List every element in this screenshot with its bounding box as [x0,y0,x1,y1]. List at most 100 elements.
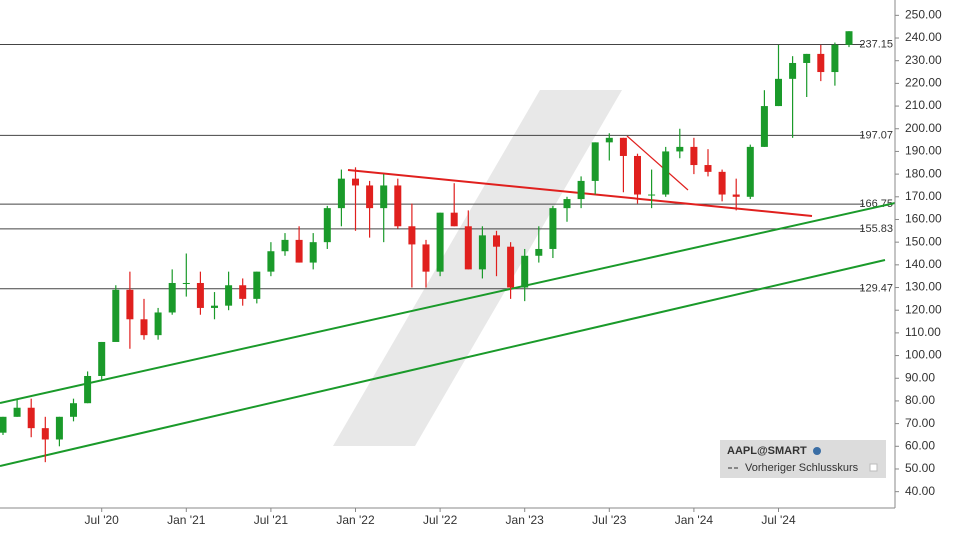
x-tick-label: Jan '22 [336,513,375,527]
candle-body [803,53,811,63]
y-tick-label: 250.00 [905,8,942,22]
candle-body [775,78,782,107]
level-label: 166.75 [859,198,893,210]
candle-body [126,289,134,320]
legend [720,440,886,478]
candle-body [507,246,515,288]
candle-body [27,407,35,429]
candle-body [521,255,529,288]
candle-body [563,199,571,209]
candle-body [154,312,162,336]
candle-body [535,248,543,256]
trendline [626,135,689,191]
candle-body [591,142,599,181]
level-label: 155.83 [859,223,893,235]
candle-body [845,31,853,45]
candle-body [13,407,21,417]
candle-body [422,244,430,272]
legend-entry: Vorheriger Schlusskurs [745,462,859,474]
y-tick-label: 140.00 [905,257,942,271]
watermark [333,90,622,446]
y-tick-label: 60.00 [905,438,935,452]
y-tick-label: 100.00 [905,348,942,362]
x-tick-label: Jul '24 [761,513,796,527]
candle-body [55,416,63,440]
x-tick-label: Jul '23 [592,513,627,527]
candle-body [211,305,218,308]
candle-body [464,226,472,270]
level-label: 237.15 [859,38,893,50]
x-tick-label: Jan '23 [506,513,545,527]
candle-body [323,208,331,243]
candle-body [662,151,670,195]
candle-body [182,282,190,284]
y-tick-label: 90.00 [905,370,935,384]
candle-body [408,226,416,245]
candle-body [70,403,77,417]
y-tick-label: 120.00 [905,302,942,316]
level-label: 197.07 [859,129,893,141]
candle-body [676,146,684,152]
candle-body [168,282,176,313]
candle-body [648,194,656,196]
candle-body [112,289,120,342]
candle-body [634,155,641,195]
candle-body [98,341,106,376]
y-tick-label: 170.00 [905,189,942,203]
candle-body [366,185,374,209]
candle-body [225,285,233,306]
candle-body [239,285,247,299]
candle-body [478,235,486,270]
y-tick-label: 160.00 [905,212,942,226]
candle-body [789,62,797,79]
trendline [0,202,896,404]
candle-body [352,178,359,186]
y-tick-label: 110.00 [905,325,941,339]
candle-body [0,416,7,433]
candle-body [309,242,317,263]
legend-checkbox[interactable] [869,463,878,472]
x-tick-label: Jul '21 [254,513,289,527]
y-tick-label: 70.00 [905,416,935,430]
candle-body [690,146,698,166]
candle-body [746,146,754,197]
candle-body [831,44,839,73]
y-tick-label: 180.00 [905,166,942,180]
trendline [0,259,886,467]
candle-body [140,319,148,336]
y-tick-label: 130.00 [905,280,942,294]
legend-icon[interactable] [813,447,821,455]
y-tick-label: 210.00 [905,98,942,112]
y-tick-label: 230.00 [905,53,942,67]
legend-title: AAPL@SMART [727,445,807,457]
candle-body [380,185,388,209]
candle-body [394,185,402,227]
level-label-bg [864,221,895,236]
candle-body [704,165,712,172]
candle-body [760,106,768,147]
candle-body [619,137,627,156]
candle-body [493,235,500,247]
candle-body [436,212,444,272]
x-tick-label: Jan '21 [167,513,206,527]
candle-body [337,178,345,209]
x-tick-label: Jul '22 [423,513,458,527]
candle-body [605,137,613,143]
x-tick-label: Jul '20 [85,513,120,527]
candle-body [549,208,557,249]
candle-body [196,282,204,308]
level-label: 129.47 [859,283,893,295]
candle-body [718,171,726,195]
candle-body [817,53,825,73]
level-label-bg [864,281,895,296]
candle-body [253,271,261,299]
candle-body [267,251,275,272]
y-tick-label: 220.00 [905,76,942,90]
candle-body [732,194,740,197]
y-tick-label: 50.00 [905,461,935,475]
candle-body [281,239,289,252]
level-label-bg [864,37,895,52]
y-tick-label: 200.00 [905,121,942,135]
candle-body [577,180,585,200]
